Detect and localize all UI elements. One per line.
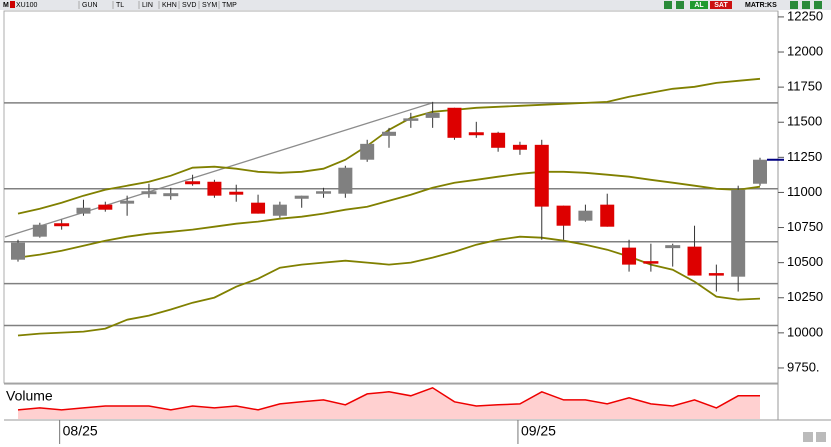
sell-button[interactable]: SAT [714, 2, 728, 9]
candle-body [600, 204, 615, 227]
candle-body [731, 189, 746, 277]
y-tick-label: 10250 [787, 289, 823, 304]
band-line [17, 170, 761, 259]
toolbar-button[interactable]: KHN [162, 2, 177, 9]
candle-body [338, 167, 353, 194]
toolbar-button[interactable]: LIN [142, 2, 153, 9]
buy-bg [690, 1, 708, 9]
icon[interactable] [814, 1, 822, 9]
candle-body [185, 181, 201, 185]
candle-body [76, 207, 91, 214]
matrix-button[interactable]: MATR:KS [745, 2, 777, 9]
levels [4, 102, 778, 327]
toolbar-button[interactable]: SVD [182, 2, 196, 9]
candle-body [687, 246, 702, 276]
candle-body [229, 191, 244, 195]
volume-line [17, 386, 760, 411]
trend-line [4, 102, 433, 238]
y-tick-label: 12250 [787, 8, 823, 23]
candle-body [403, 118, 419, 121]
icon[interactable] [790, 1, 798, 9]
candle-body [512, 144, 527, 150]
candle-body [120, 200, 135, 204]
y-tick-label: 11500 [787, 114, 822, 129]
candle-body [665, 245, 681, 249]
icon[interactable] [664, 1, 672, 9]
candle-body [294, 195, 309, 199]
candle-body [556, 205, 571, 226]
candle-body [382, 131, 396, 136]
toolbar-button[interactable]: GUN [82, 2, 98, 9]
toolbar-button[interactable]: TL [116, 2, 124, 9]
y-tick-label: 9750. [787, 359, 820, 374]
candle-body [534, 144, 549, 207]
candle-body [316, 191, 332, 194]
y-tick-label: 11750 [787, 79, 822, 94]
candle-body [491, 132, 506, 148]
candle-body [32, 224, 47, 237]
candle-body [447, 107, 462, 138]
axes: 12250 12000 11750 11500 11250 11000 10750 10500… [59, 8, 823, 444]
y-tick-label: 11250 [787, 149, 822, 164]
symbol[interactable]: XU100 [16, 2, 38, 9]
y-tick-label: 10000 [787, 324, 823, 339]
candle-body [163, 193, 179, 197]
toolbar-button[interactable]: SYM [202, 2, 217, 9]
menu-button[interactable]: M [3, 2, 9, 9]
y-tick-label: 10750 [787, 219, 823, 234]
y-tick-label: 12000 [787, 43, 823, 58]
icon[interactable] [676, 1, 684, 9]
candle-body [708, 273, 724, 276]
icon[interactable] [802, 1, 810, 9]
icon[interactable] [816, 432, 826, 442]
candle-body [643, 261, 659, 264]
candle-body [622, 247, 637, 265]
symbol-icon [10, 1, 15, 8]
candle-body [272, 204, 287, 216]
candle-body [98, 204, 113, 210]
x-tick-label: 08/25 [63, 423, 98, 439]
candle-body [753, 159, 767, 184]
candle-body [141, 191, 157, 195]
toolbar-buttons: GUN TL LIN KHN SVD SYM TMP [78, 1, 237, 9]
volume-area [18, 387, 760, 419]
candle-body [207, 181, 222, 196]
toolbar [0, 0, 831, 10]
candle-body [578, 210, 593, 221]
candle-body [468, 132, 484, 136]
volume-panel [17, 386, 760, 419]
candles [11, 101, 784, 292]
icon[interactable] [803, 432, 813, 442]
buy-button[interactable]: AL [694, 2, 704, 9]
toolbar-button[interactable]: TMP [222, 2, 237, 9]
band-line [17, 235, 761, 337]
y-tick-label: 11000 [787, 184, 822, 199]
y-tick-label: 10500 [787, 254, 823, 269]
candle-body [251, 202, 266, 214]
sell-bg [710, 1, 732, 9]
candle-body [360, 143, 375, 160]
candle-body [425, 112, 440, 118]
candle-body [11, 242, 25, 260]
volume-title: Volume [6, 388, 53, 404]
x-tick-label: 09/25 [521, 423, 556, 439]
candle-body [54, 223, 70, 227]
